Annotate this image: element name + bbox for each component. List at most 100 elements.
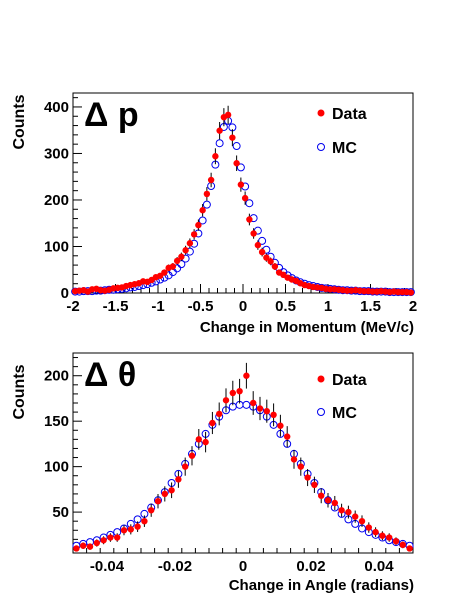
data-point (237, 181, 245, 188)
momentum-y-tick-label: 400 (44, 99, 69, 116)
data-point (267, 258, 274, 265)
data-point (175, 476, 182, 483)
mc-point (202, 200, 211, 209)
data-point (250, 399, 257, 407)
data-point (229, 389, 236, 397)
data-point (141, 517, 148, 525)
data-point (386, 534, 393, 541)
data-point (202, 438, 209, 446)
data-point (250, 230, 257, 237)
data-point (290, 456, 298, 463)
data-point (258, 248, 266, 256)
data-point (345, 508, 352, 516)
angle-x-tick-label: 0.02 (296, 558, 325, 575)
data-point (161, 269, 168, 276)
data-point (100, 537, 107, 544)
data-point (243, 372, 250, 379)
data-point (399, 541, 406, 549)
data-point (73, 545, 80, 552)
data-point (188, 452, 196, 459)
data-point (229, 134, 236, 141)
data-point (270, 411, 277, 419)
data-point (134, 523, 141, 530)
data-point (222, 397, 230, 404)
angle-xlabel: Change in Angle (radians) (229, 577, 414, 594)
angle-ylabel: Counts (11, 364, 28, 419)
mc-point (236, 163, 245, 172)
angle-plot-frame (72, 352, 414, 554)
mc-point (245, 199, 254, 208)
angle-panel-label: Δ θ (84, 356, 136, 394)
data-point (392, 537, 400, 545)
data-point (216, 127, 223, 134)
data-point (182, 247, 189, 254)
data-point (379, 532, 386, 539)
angle-y-tick-label: 150 (44, 413, 69, 430)
legend-data-marker (317, 109, 325, 117)
data-point (224, 111, 232, 119)
legend-mc-label: MC (332, 405, 357, 422)
data-point (271, 263, 279, 270)
angle-legend: Data MC (317, 372, 367, 422)
momentum-x-tick-label: 2 (409, 298, 417, 315)
data-point (277, 422, 284, 429)
legend-data-label: Data (332, 372, 367, 389)
angle-x-tick-label: 0 (239, 558, 247, 575)
data-point (209, 419, 216, 427)
data-point (203, 190, 211, 198)
momentum-x-tick-label: -1.5 (103, 298, 129, 315)
angle-y-tick-label: 100 (44, 459, 69, 476)
legend-data-marker (317, 375, 325, 383)
data-point (331, 499, 338, 507)
angle-panel: Counts Δ θ Change in Angle (radians) Dat… (11, 352, 414, 594)
angle-x-tick-label: 0.04 (364, 558, 394, 575)
data-point (148, 507, 155, 514)
data-point (338, 507, 345, 514)
data-point (195, 436, 202, 443)
data-point (324, 497, 332, 504)
data-point (241, 194, 249, 202)
momentum-x-tick-label: 1.5 (360, 298, 381, 315)
mc-point (258, 236, 267, 245)
data-point (120, 527, 128, 534)
data-point (297, 463, 304, 470)
data-point (358, 517, 366, 525)
mc-point (198, 216, 207, 225)
data-point (169, 263, 177, 270)
data-point (182, 463, 189, 470)
mc-point (232, 142, 241, 151)
data-point (263, 254, 270, 261)
angle-y-tick-label: 50 (52, 504, 69, 521)
data-point (86, 543, 94, 550)
legend-data-label: Data (332, 106, 367, 123)
momentum-panel: Counts Δ p Change in Momentum (MeV/c) Da… (11, 92, 417, 336)
momentum-ylabel: Counts (11, 94, 28, 149)
data-point (304, 474, 311, 481)
data-point (114, 534, 121, 541)
data-point (154, 497, 162, 505)
data-point (284, 433, 291, 440)
data-point (263, 407, 270, 415)
data-point (161, 490, 168, 498)
data-point (107, 534, 114, 541)
data-point (372, 528, 379, 536)
data-point (352, 513, 359, 520)
momentum-x-tick-label: -2 (66, 298, 79, 315)
data-point (216, 410, 223, 418)
mc-point (215, 139, 224, 148)
data-point (365, 524, 372, 531)
data-point (195, 221, 202, 229)
angle-x-tick-label: -0.02 (158, 558, 192, 575)
data-point (80, 542, 87, 549)
data-point (173, 257, 181, 265)
momentum-x-tick-label: 0.5 (275, 298, 296, 315)
momentum-y-tick-label: 100 (44, 238, 69, 255)
data-point (178, 253, 185, 260)
data-point (236, 387, 243, 395)
data-point (311, 481, 318, 489)
data-point (127, 526, 134, 533)
momentum-y-tick-label: 200 (44, 192, 69, 209)
momentum-x-tick-label: 1 (324, 298, 332, 315)
mc-point (242, 400, 251, 409)
